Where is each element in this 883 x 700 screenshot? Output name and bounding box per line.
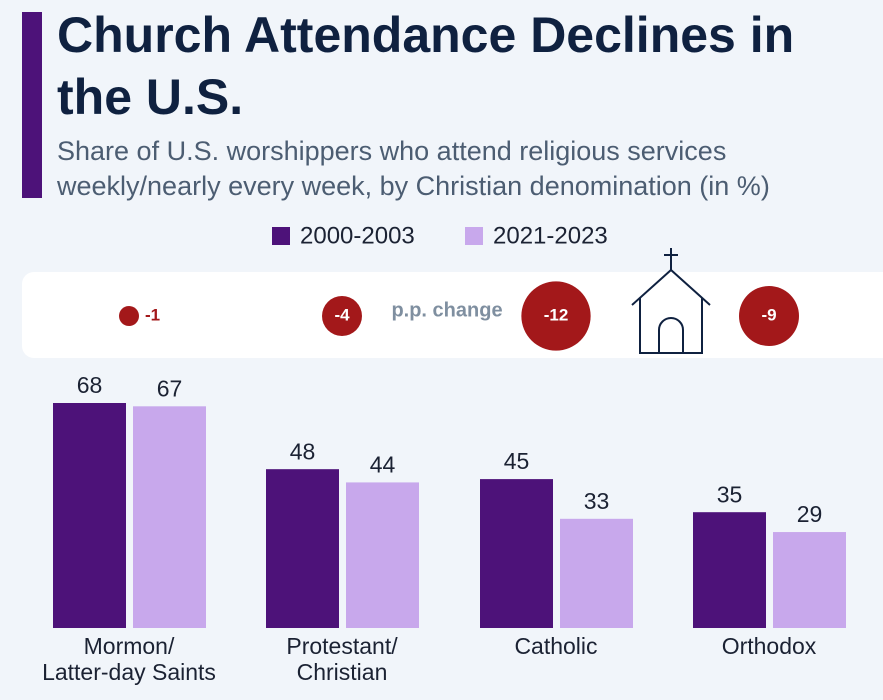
x-tick-label: Orthodox (721, 633, 817, 659)
bar (773, 532, 846, 628)
value-label: 35 (717, 481, 743, 507)
accent-bar (22, 12, 42, 198)
bar (693, 512, 766, 628)
value-label: 44 (370, 451, 396, 477)
value-label: 45 (504, 448, 530, 474)
change-bubble (521, 281, 591, 351)
x-tick-label: Catholic (514, 633, 598, 659)
change-label: -12 (544, 305, 569, 324)
legend-swatch (272, 227, 290, 245)
change-label: -4 (334, 305, 350, 324)
church-icon (631, 248, 711, 354)
change-bubble (119, 306, 139, 326)
bar (53, 403, 126, 628)
bar (133, 406, 206, 628)
value-label: 33 (584, 488, 610, 514)
change-caption: p.p. change (391, 299, 502, 321)
chart-title: Church Attendance Declines in the U.S. (57, 7, 795, 125)
value-label: 29 (797, 501, 823, 527)
x-tick-label: Mormon/ Latter-day Saints (42, 633, 216, 685)
bar (266, 469, 339, 628)
value-label: 48 (290, 438, 316, 464)
change-label: -1 (145, 305, 160, 324)
bar (346, 482, 419, 628)
change-panel (22, 272, 883, 358)
change-bubble (322, 296, 362, 336)
legend-label: 2021-2023 (493, 222, 608, 249)
x-tick-label: Protestant/ Christian (286, 633, 398, 685)
chart-subtitle: Share of U.S. worshippers who attend rel… (57, 136, 770, 201)
bar (560, 518, 633, 628)
legend-swatch (465, 227, 483, 245)
change-label: -9 (761, 305, 776, 324)
value-label: 67 (157, 375, 183, 401)
change-bubble (739, 286, 799, 346)
value-label: 68 (77, 372, 103, 398)
bar (480, 479, 553, 628)
legend-label: 2000-2003 (300, 222, 415, 249)
